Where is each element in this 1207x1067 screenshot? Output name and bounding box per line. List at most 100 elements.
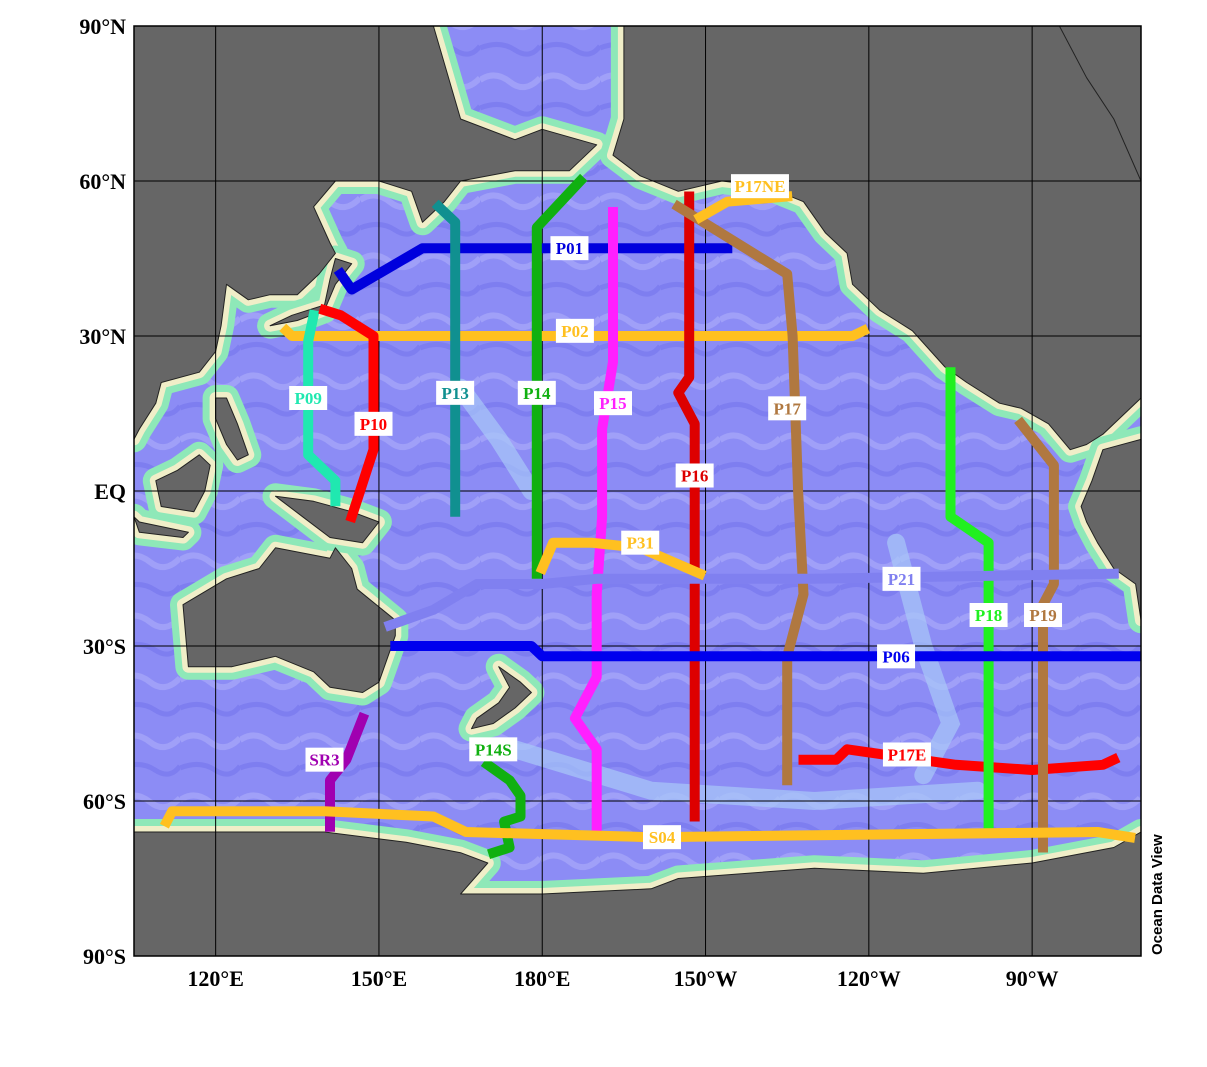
section-lines [159, 173, 1141, 859]
section-line-p15 [569, 207, 618, 837]
south-america-landmass [1080, 438, 1141, 621]
lon-tick-label: 120°E [187, 966, 243, 991]
asia-landmass [134, 26, 598, 440]
label-text: P06 [882, 647, 909, 666]
label-box [289, 386, 328, 410]
section-line-p17ne [693, 191, 793, 225]
section-label-sr3: SR3 [305, 747, 344, 772]
new-guinea-landmass [275, 495, 380, 544]
label-text: P09 [294, 389, 321, 408]
section-line-p01 [333, 243, 733, 295]
section-label-p13: P13 [436, 380, 475, 405]
new-zealand-landmass [471, 666, 532, 730]
label-box [730, 174, 789, 199]
lon-tick-label: 90°W [1006, 966, 1059, 991]
axis-ticks: 90°N 60°N 30°N EQ 30°S 60°S 90°S 120°E 150°E 180°… [79, 14, 1058, 991]
lat-tick-label: 30°S [83, 634, 126, 659]
label-text: P18 [975, 606, 1002, 625]
label-box [1024, 603, 1063, 627]
lat-tick-label: 90°N [79, 14, 126, 39]
section-line-p13 [431, 199, 461, 517]
greenland-landmass [1058, 26, 1141, 182]
label-text: P19 [1029, 606, 1056, 625]
label-text: S04 [649, 828, 676, 847]
lon-tick-label: 150°W [674, 966, 738, 991]
antarctica-landmass [134, 831, 1141, 956]
section-line-p09 [303, 309, 341, 507]
ridge-shading [887, 533, 961, 785]
label-box [877, 644, 916, 669]
label-box [675, 463, 714, 488]
label-box [882, 566, 921, 591]
lon-tick-label: 120°W [837, 966, 901, 991]
section-label-p21: P21 [882, 566, 921, 591]
section-line-p16 [673, 191, 700, 822]
ridge-shading [506, 740, 987, 811]
label-text: P02 [561, 322, 588, 341]
label-text: P14 [523, 384, 551, 403]
label-text: P21 [888, 570, 915, 589]
label-text: P17NE [734, 177, 785, 196]
section-label-p06: P06 [877, 644, 916, 669]
section-label-p09: P09 [289, 386, 328, 410]
section-label-p01: P01 [550, 236, 589, 261]
section-line-p31 [535, 537, 707, 581]
label-text: P17E [888, 746, 927, 765]
label-text: P01 [556, 239, 583, 258]
section-line-p10 [318, 303, 379, 524]
philippines-landmass [215, 397, 249, 461]
label-text: P14S [475, 740, 512, 759]
label-box [354, 411, 393, 436]
section-line-s04 [159, 806, 1136, 843]
lon-tick-label: 180°E [514, 966, 570, 991]
label-box [305, 747, 344, 772]
label-text: P17 [773, 399, 801, 418]
section-label-p15: P15 [594, 391, 633, 416]
label-box [642, 825, 681, 850]
lat-tick-label: 60°N [79, 169, 126, 194]
label-box [621, 530, 660, 555]
lon-tick-label: 150°E [351, 966, 407, 991]
label-box [517, 380, 556, 405]
label-box [550, 236, 589, 261]
section-label-p19: P19 [1024, 603, 1063, 627]
section-label-p31: P31 [621, 530, 660, 555]
label-box [594, 391, 633, 416]
section-label-p17ne: P17NE [730, 174, 789, 199]
section-label-p16: P16 [675, 463, 714, 488]
land-layer [134, 26, 1141, 956]
map-frame [133, 25, 1142, 957]
section-label-p17e: P17E [882, 742, 931, 767]
section-label-p18: P18 [969, 603, 1008, 627]
section-line-p14 [531, 173, 588, 579]
label-text: P31 [627, 534, 654, 553]
label-text: P16 [681, 467, 708, 486]
section-line-p18 [945, 367, 994, 837]
section-line-p19 [1014, 416, 1059, 853]
lat-tick-label: 90°S [83, 944, 126, 969]
label-text: SR3 [309, 751, 339, 770]
label-box [969, 603, 1008, 627]
section-label-s04: S04 [642, 825, 681, 850]
sumatra-java-landmass [134, 516, 189, 538]
section-label-p14: P14 [517, 380, 556, 405]
label-box [768, 396, 807, 421]
section-label-p02: P02 [555, 318, 594, 343]
credit-text: Ocean Data View [1149, 834, 1166, 955]
borneo-landmass [155, 454, 211, 513]
label-box [555, 318, 594, 343]
north-america-landmass [612, 26, 1141, 451]
label-text: P10 [360, 415, 387, 434]
section-label-p10: P10 [354, 411, 393, 436]
section-line-p17e [798, 744, 1121, 775]
label-text: P15 [599, 394, 626, 413]
label-text: P13 [441, 384, 468, 403]
section-label-p17: P17 [768, 396, 807, 421]
lat-tick-label: 60°S [83, 789, 126, 814]
lat-tick-label: 30°N [79, 324, 126, 349]
label-box [469, 737, 518, 762]
label-box [882, 742, 931, 767]
section-line-p21 [383, 568, 1119, 632]
lat-tick-label: EQ [94, 479, 126, 504]
